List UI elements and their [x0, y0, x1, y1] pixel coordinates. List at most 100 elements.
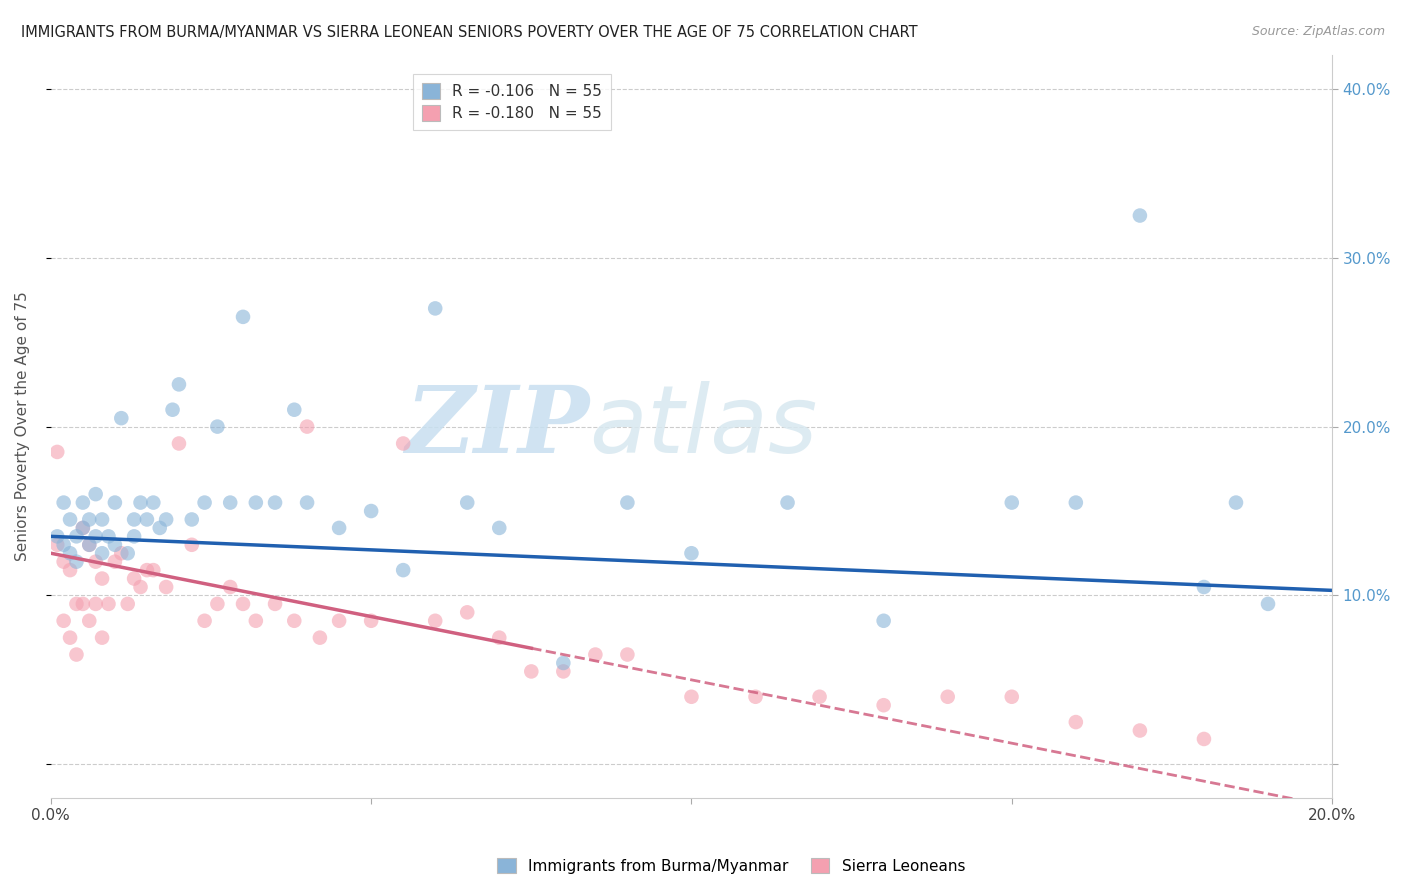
Point	[180, 538, 202, 552]
Point	[142, 563, 165, 577]
Point	[1129, 723, 1152, 738]
Point	[65, 555, 87, 569]
Point	[77, 512, 100, 526]
Point	[155, 512, 177, 526]
Point	[91, 631, 114, 645]
Point	[1001, 495, 1024, 509]
Point	[245, 495, 267, 509]
Point	[264, 495, 287, 509]
Point	[91, 512, 114, 526]
Point	[488, 521, 510, 535]
Point	[122, 512, 145, 526]
Point	[65, 597, 87, 611]
Point	[553, 656, 575, 670]
Point	[65, 529, 87, 543]
Point	[77, 538, 100, 552]
Point	[1192, 731, 1215, 746]
Point	[84, 555, 107, 569]
Point	[207, 419, 229, 434]
Point	[1129, 209, 1152, 223]
Point	[65, 648, 87, 662]
Point	[1225, 495, 1247, 509]
Point	[59, 631, 82, 645]
Point	[808, 690, 831, 704]
Point	[245, 614, 267, 628]
Point	[46, 445, 69, 459]
Point	[194, 614, 217, 628]
Point	[872, 698, 894, 713]
Text: Source: ZipAtlas.com: Source: ZipAtlas.com	[1251, 25, 1385, 38]
Point	[52, 495, 75, 509]
Point	[91, 546, 114, 560]
Point	[425, 301, 447, 316]
Point	[456, 605, 478, 619]
Point	[328, 521, 350, 535]
Point	[616, 495, 638, 509]
Point	[97, 597, 120, 611]
Point	[456, 495, 478, 509]
Point	[425, 614, 447, 628]
Point	[59, 512, 82, 526]
Legend: R = -0.106   N = 55, R = -0.180   N = 55: R = -0.106 N = 55, R = -0.180 N = 55	[413, 74, 612, 130]
Point	[122, 572, 145, 586]
Point	[1001, 690, 1024, 704]
Point	[488, 631, 510, 645]
Point	[180, 512, 202, 526]
Text: ZIP: ZIP	[405, 382, 589, 472]
Legend: Immigrants from Burma/Myanmar, Sierra Leoneans: Immigrants from Burma/Myanmar, Sierra Le…	[491, 852, 972, 880]
Point	[136, 512, 159, 526]
Point	[776, 495, 799, 509]
Point	[936, 690, 959, 704]
Point	[207, 597, 229, 611]
Point	[360, 614, 382, 628]
Point	[129, 495, 152, 509]
Point	[219, 495, 242, 509]
Point	[681, 546, 703, 560]
Point	[122, 529, 145, 543]
Point	[616, 648, 638, 662]
Point	[392, 563, 415, 577]
Y-axis label: Seniors Poverty Over the Age of 75: Seniors Poverty Over the Age of 75	[15, 292, 30, 561]
Point	[72, 521, 94, 535]
Point	[1257, 597, 1279, 611]
Point	[84, 487, 107, 501]
Point	[264, 597, 287, 611]
Point	[232, 597, 254, 611]
Point	[104, 555, 127, 569]
Point	[84, 529, 107, 543]
Point	[553, 665, 575, 679]
Point	[72, 521, 94, 535]
Point	[232, 310, 254, 324]
Point	[392, 436, 415, 450]
Point	[52, 614, 75, 628]
Text: IMMIGRANTS FROM BURMA/MYANMAR VS SIERRA LEONEAN SENIORS POVERTY OVER THE AGE OF : IMMIGRANTS FROM BURMA/MYANMAR VS SIERRA …	[21, 25, 918, 40]
Point	[72, 597, 94, 611]
Point	[142, 495, 165, 509]
Point	[46, 538, 69, 552]
Point	[681, 690, 703, 704]
Point	[117, 546, 139, 560]
Point	[1192, 580, 1215, 594]
Point	[52, 538, 75, 552]
Point	[110, 411, 132, 425]
Point	[129, 580, 152, 594]
Point	[46, 529, 69, 543]
Point	[59, 546, 82, 560]
Point	[328, 614, 350, 628]
Point	[520, 665, 543, 679]
Point	[194, 495, 217, 509]
Point	[295, 495, 318, 509]
Point	[104, 495, 127, 509]
Point	[117, 597, 139, 611]
Point	[283, 402, 305, 417]
Point	[1064, 715, 1087, 730]
Point	[583, 648, 606, 662]
Point	[167, 377, 190, 392]
Point	[295, 419, 318, 434]
Text: atlas: atlas	[589, 381, 817, 472]
Point	[84, 597, 107, 611]
Point	[149, 521, 172, 535]
Point	[1064, 495, 1087, 509]
Point	[309, 631, 332, 645]
Point	[72, 495, 94, 509]
